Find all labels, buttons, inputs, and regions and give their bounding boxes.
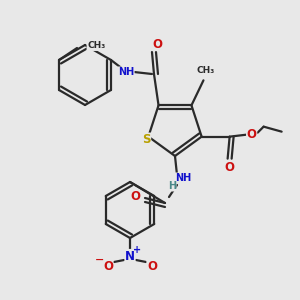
Text: H: H [168,181,176,191]
Text: O: O [225,161,235,174]
Text: NH: NH [175,173,191,183]
Text: +: + [133,245,141,255]
Text: CH₃: CH₃ [196,66,214,75]
Text: N: N [125,250,135,262]
Text: O: O [103,260,113,272]
Text: NH: NH [118,67,134,77]
Text: CH₃: CH₃ [87,41,105,50]
Text: O: O [130,190,140,203]
Text: −: − [95,255,105,265]
Text: O: O [152,38,162,50]
Text: O: O [147,260,157,272]
Text: S: S [142,133,151,146]
Text: O: O [247,128,256,141]
